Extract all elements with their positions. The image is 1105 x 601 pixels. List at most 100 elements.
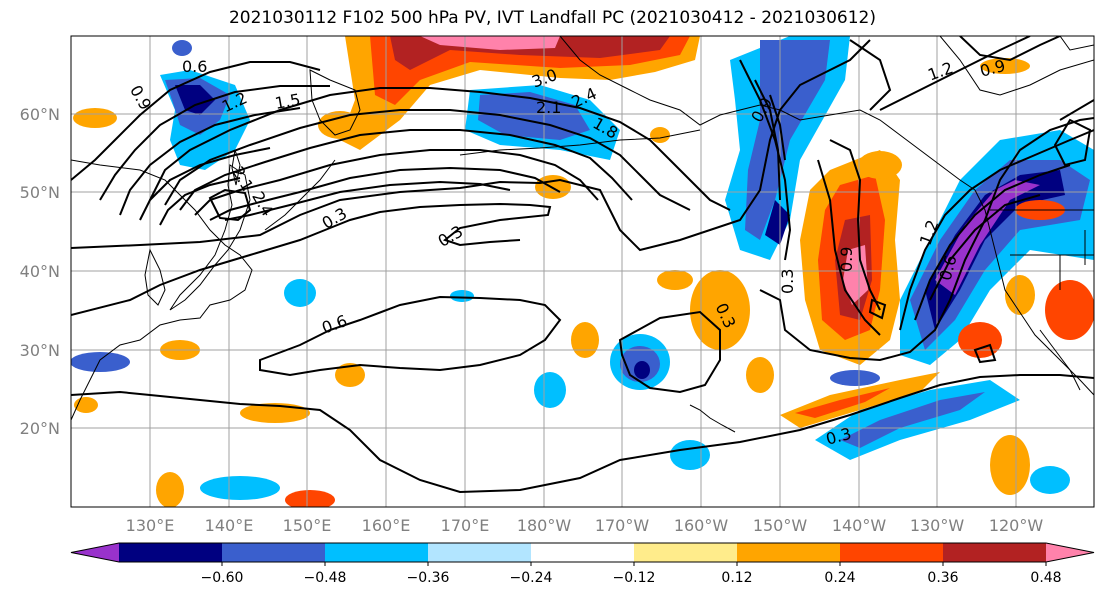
shading-negative-blob bbox=[71, 352, 130, 372]
coast-asia bbox=[71, 159, 253, 421]
shading-negative-gulf-alaska-core bbox=[765, 200, 790, 245]
contour-ridge-3 bbox=[868, 298, 887, 320]
shading-positive-blob bbox=[990, 435, 1030, 495]
lon-label: 150°E bbox=[283, 516, 332, 535]
lon-label: 120°W bbox=[989, 516, 1044, 535]
shading-negative-blob bbox=[450, 290, 474, 302]
contour-coast-2 bbox=[914, 164, 1071, 321]
contour-trough-1 bbox=[739, 59, 792, 261]
contour-upper-right bbox=[959, 36, 1094, 121]
contour-okhotsk-3 bbox=[119, 107, 301, 216]
contour-jet-6 bbox=[224, 180, 511, 221]
shading-positive-blob bbox=[657, 270, 693, 290]
coast-alaska bbox=[559, 36, 976, 191]
shading-positive-blob bbox=[285, 490, 335, 507]
colorbar-segment bbox=[943, 543, 1046, 562]
colorbar-tick-label: 0.48 bbox=[1030, 570, 1061, 586]
contour-upper-ridge bbox=[849, 36, 1031, 111]
lon-label: 130°W bbox=[910, 516, 965, 535]
contour-jet-1 bbox=[149, 87, 731, 211]
contour-label: 0.3 bbox=[778, 269, 797, 294]
lat-label: 50°N bbox=[20, 183, 60, 202]
shading-positive-blob bbox=[650, 127, 670, 143]
coast-sakhalin bbox=[231, 149, 241, 186]
contour-label: 2.1 bbox=[228, 163, 257, 195]
shading-negative-blob bbox=[534, 372, 566, 408]
contour-okhotsk-6 bbox=[208, 188, 252, 222]
coast-korea bbox=[144, 248, 166, 306]
contour-label: 0.9 bbox=[837, 247, 856, 272]
lat-label: 20°N bbox=[20, 419, 60, 438]
lon-label: 160°E bbox=[362, 516, 411, 535]
lon-label: 180°W bbox=[517, 516, 572, 535]
shading-positive-subtropical-inner bbox=[795, 388, 890, 418]
colorbar-tick-label: −0.36 bbox=[407, 570, 450, 586]
colorbar-segment bbox=[840, 543, 943, 562]
shading-negative-blob bbox=[172, 40, 192, 56]
contour-lines bbox=[71, 36, 1094, 494]
contour-okhotsk-5 bbox=[159, 177, 241, 226]
shading-positive-blob bbox=[156, 472, 184, 507]
colorbar-segment bbox=[119, 543, 222, 562]
contour-trough-2 bbox=[754, 79, 781, 201]
contour-0.6-loop bbox=[259, 295, 562, 377]
contour-okhotsk-1 bbox=[71, 61, 321, 181]
coast-baja bbox=[1039, 329, 1081, 391]
colorbar-segment bbox=[71, 543, 119, 562]
coastlines bbox=[71, 36, 1094, 433]
lat-label: 40°N bbox=[20, 262, 60, 281]
contour-label: 1.2 bbox=[925, 58, 955, 85]
colorbar-segment bbox=[1046, 543, 1094, 562]
coast-kamchatka bbox=[309, 69, 361, 136]
colorbar-tick-label: −0.12 bbox=[613, 570, 656, 586]
contour-label: 2.1 bbox=[536, 98, 561, 117]
colorbar: −0.60 −0.48 −0.36 −0.24 −0.12 0.12 0.24 0.36 0.4… bbox=[70, 542, 1095, 586]
shading-negative-blob bbox=[830, 370, 880, 386]
lat-label: 60°N bbox=[20, 105, 60, 124]
lon-label: 150°W bbox=[753, 516, 808, 535]
shading-positive-blob bbox=[690, 270, 750, 350]
lon-labels: 130°E 140°E 150°E 160°E 170°E 180°W 170°… bbox=[126, 516, 1044, 535]
contour-loop-ne bbox=[1053, 118, 1092, 167]
contour-okhotsk-4 bbox=[139, 147, 271, 221]
coast-aleutians bbox=[459, 129, 701, 156]
lat-labels: 60°N 50°N 40°N 30°N 20°N bbox=[20, 105, 60, 438]
shading-positive-blob bbox=[1045, 280, 1094, 340]
colorbar-segment bbox=[531, 543, 634, 562]
contour-coast-1 bbox=[899, 129, 1094, 331]
coast-na-west bbox=[974, 189, 1094, 396]
contour-jet-3 bbox=[179, 129, 633, 211]
contour-label: 0.6 bbox=[182, 57, 207, 76]
contour-small-coast-loop bbox=[973, 343, 997, 364]
lon-label: 140°W bbox=[832, 516, 887, 535]
shading-positive-plume-peak bbox=[843, 245, 868, 305]
lon-label: 130°E bbox=[126, 516, 175, 535]
map-frame bbox=[70, 35, 1095, 508]
shading-negative-okhotsk-core bbox=[175, 85, 215, 115]
contour-label: 0.3 bbox=[435, 222, 467, 251]
shading-positive-blob bbox=[318, 111, 362, 139]
colorbar-tick-label: −0.24 bbox=[510, 570, 553, 586]
colorbar-tick-label: −0.60 bbox=[201, 570, 244, 586]
colorbar-tick-label: 0.36 bbox=[927, 570, 958, 586]
shading-negative-blob bbox=[670, 440, 710, 470]
contour-jet-2 bbox=[164, 109, 691, 211]
contour-trough-3 bbox=[769, 94, 786, 161]
colorbar-segment bbox=[634, 543, 737, 562]
contour-0.3-loop bbox=[618, 310, 721, 394]
colorbar-segment bbox=[222, 543, 325, 562]
contour-0.3-south bbox=[71, 374, 1094, 494]
contour-label: 0.3 bbox=[319, 204, 351, 233]
map-title: 2021030112 F102 500 hPa PV, IVT Landfall… bbox=[228, 8, 876, 28]
colorbar-segment bbox=[737, 543, 840, 562]
coast-hawaii bbox=[689, 404, 736, 433]
contour-label: 0.6 bbox=[319, 311, 349, 338]
shading-positive-blob bbox=[1005, 275, 1035, 315]
contour-okhotsk-2 bbox=[99, 85, 330, 201]
shading-positive-blob bbox=[571, 322, 599, 358]
lon-label: 170°W bbox=[595, 516, 650, 535]
shading-positive-blob bbox=[746, 357, 774, 393]
shading-positive-blob bbox=[73, 108, 117, 128]
contour-label: 1.5 bbox=[273, 90, 301, 113]
